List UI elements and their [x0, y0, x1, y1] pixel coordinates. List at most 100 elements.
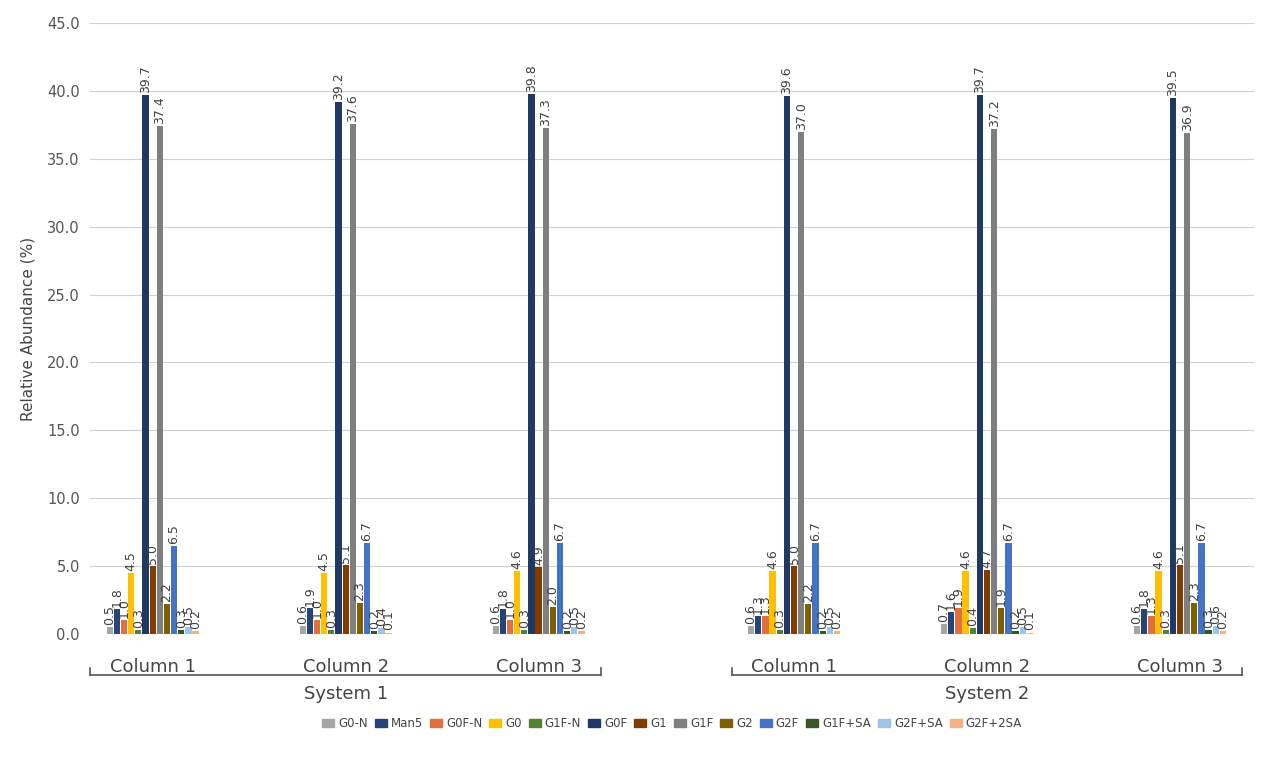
Text: 1.3: 1.3 [1144, 594, 1158, 615]
Bar [150, 566, 156, 634]
Bar [1198, 543, 1204, 634]
Text: 4.5: 4.5 [124, 551, 138, 570]
Text: 0.3: 0.3 [773, 608, 786, 628]
Text: 0.5: 0.5 [568, 605, 581, 625]
Text: 6.5: 6.5 [168, 524, 180, 543]
Bar [343, 564, 348, 634]
Text: 5.0: 5.0 [787, 544, 800, 564]
Text: 0.3: 0.3 [175, 608, 188, 628]
Bar [748, 625, 754, 634]
Bar [1170, 98, 1176, 634]
Text: 37.3: 37.3 [539, 98, 552, 126]
Text: 4.6: 4.6 [959, 550, 972, 570]
Bar [948, 612, 955, 634]
Bar [1212, 625, 1219, 634]
Bar [507, 620, 513, 634]
Bar [300, 625, 306, 634]
Text: 0.3: 0.3 [1202, 608, 1215, 628]
Bar [186, 627, 192, 634]
Bar [1012, 631, 1019, 634]
Bar [142, 95, 148, 634]
Bar [156, 126, 163, 634]
Text: 1.3: 1.3 [751, 594, 764, 615]
Bar [941, 625, 947, 634]
Text: 0.1: 0.1 [1024, 611, 1037, 631]
Bar [763, 616, 768, 634]
Text: Column 3: Column 3 [1137, 659, 1224, 676]
Bar [535, 567, 541, 634]
Text: System 1: System 1 [303, 686, 388, 703]
Bar [349, 124, 356, 634]
Bar [564, 631, 571, 634]
Bar [984, 570, 991, 634]
Text: 0.6: 0.6 [1130, 604, 1143, 624]
Text: Column 2: Column 2 [302, 659, 389, 676]
Text: 1.0: 1.0 [311, 598, 324, 618]
Text: 0.2: 0.2 [367, 609, 380, 629]
Text: 39.7: 39.7 [973, 66, 987, 93]
Text: 0.5: 0.5 [182, 605, 195, 625]
Text: 2.0: 2.0 [547, 585, 559, 604]
Bar [1220, 631, 1226, 634]
Text: Column 1: Column 1 [751, 659, 837, 676]
Text: 4.5: 4.5 [317, 551, 330, 570]
Bar [515, 571, 520, 634]
Text: 1.3: 1.3 [759, 594, 772, 615]
Text: 4.9: 4.9 [532, 546, 545, 565]
Bar [499, 609, 506, 634]
Text: 6.7: 6.7 [1196, 521, 1208, 541]
Bar [1162, 630, 1169, 634]
Bar [1027, 632, 1033, 634]
Bar [1206, 630, 1212, 634]
Bar [969, 628, 975, 634]
Bar [335, 102, 342, 634]
Text: 0.5: 0.5 [823, 605, 836, 625]
Bar [550, 607, 556, 634]
Text: 4.6: 4.6 [511, 550, 524, 570]
Bar [571, 627, 577, 634]
Text: 0.3: 0.3 [325, 608, 338, 628]
Text: System 2: System 2 [945, 686, 1029, 703]
Text: 6.7: 6.7 [361, 521, 374, 541]
Text: 1.9: 1.9 [303, 586, 316, 606]
Bar [1148, 616, 1155, 634]
Bar [543, 128, 549, 634]
Bar [955, 608, 961, 634]
Bar [791, 566, 797, 634]
Bar [364, 543, 370, 634]
Bar [529, 94, 535, 634]
Bar [755, 616, 762, 634]
Bar [1134, 625, 1140, 634]
Text: 5.0: 5.0 [146, 544, 159, 564]
Text: 37.2: 37.2 [988, 99, 1001, 127]
Text: 1.6: 1.6 [945, 591, 957, 610]
Text: 39.7: 39.7 [140, 66, 152, 93]
Bar [579, 631, 585, 634]
Bar [1176, 564, 1183, 634]
Bar [991, 129, 997, 634]
Text: 4.6: 4.6 [1152, 550, 1165, 570]
Bar [314, 620, 320, 634]
Text: 0.6: 0.6 [296, 604, 310, 624]
Bar [1184, 133, 1190, 634]
Text: 1.0: 1.0 [503, 598, 517, 618]
Bar [120, 620, 127, 634]
Bar [136, 630, 142, 634]
Bar [357, 603, 364, 634]
Bar [777, 630, 783, 634]
Text: 4.7: 4.7 [980, 548, 993, 568]
Text: 0.2: 0.2 [561, 609, 573, 629]
Text: 0.6: 0.6 [489, 604, 502, 624]
Text: 0.7: 0.7 [938, 602, 951, 622]
Legend: G0-N, Man5, G0F-N, G0, G1F-N, G0F, G1, G1F, G2, G2F, G1F+SA, G2F+SA, G2F+2SA: G0-N, Man5, G0F-N, G0, G1F-N, G0F, G1, G… [317, 713, 1027, 735]
Text: 2.3: 2.3 [1188, 581, 1201, 601]
Bar [371, 631, 378, 634]
Text: 0.6: 0.6 [745, 604, 758, 624]
Bar [1192, 603, 1197, 634]
Text: 39.6: 39.6 [781, 66, 794, 94]
Bar [783, 97, 790, 634]
Text: 37.0: 37.0 [795, 102, 808, 130]
Bar [106, 627, 113, 634]
Text: 0.2: 0.2 [575, 609, 588, 629]
Bar [998, 608, 1005, 634]
